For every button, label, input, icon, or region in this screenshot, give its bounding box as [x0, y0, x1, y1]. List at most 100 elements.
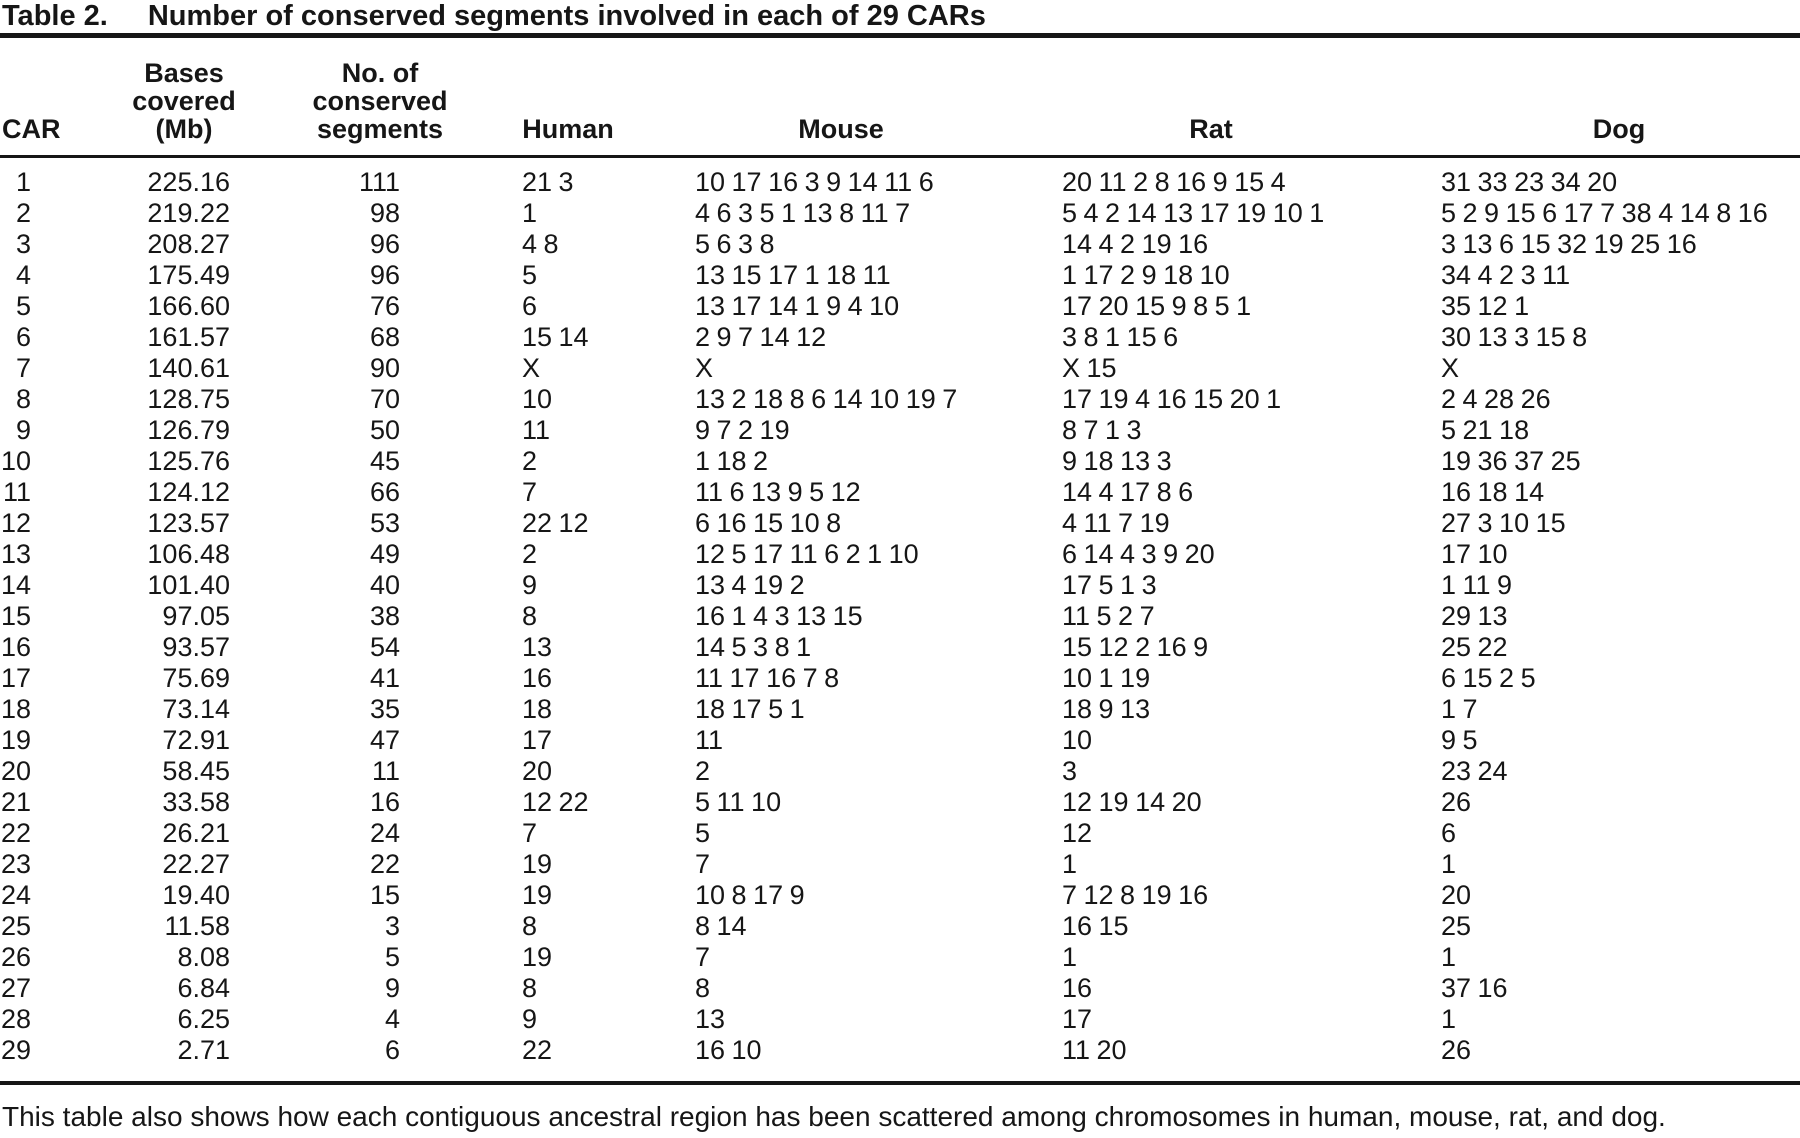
cell-mouse: 5 11 10 [695, 787, 782, 817]
cell-rat: 7 12 8 19 16 [1062, 880, 1209, 910]
cell-car: 19 [0, 725, 31, 755]
table-row: 29 2.71 6 22 16 10 11 20 26 [0, 1035, 1800, 1066]
cell-car: 26 [0, 942, 31, 972]
cell-conserved-segments: 6 [384, 1035, 400, 1065]
cell-dog: 16 18 14 [1441, 477, 1545, 507]
table-row: 6 161.57 68 15 14 2 9 7 14 12 3 8 1 15 6 30 13… [0, 322, 1800, 353]
cell-conserved-segments: 66 [369, 477, 400, 507]
cell-mouse: 8 [695, 973, 711, 1003]
cell-mouse: 16 1 4 3 13 15 [695, 601, 863, 631]
table-row: 15 97.05 38 8 16 1 4 3 13 15 11 5 2 7 29 13 [0, 601, 1800, 632]
cell-conserved-segments: 54 [369, 632, 400, 662]
cell-conserved-segments: 35 [369, 694, 400, 724]
cell-conserved-segments: 47 [369, 725, 400, 755]
cell-human: 12 22 [522, 787, 589, 817]
cell-rat: 16 [1062, 973, 1093, 1003]
cell-mouse: 2 9 7 14 12 [695, 322, 827, 352]
cell-conserved-segments: 38 [369, 601, 400, 631]
cell-bases-covered: 128.75 [147, 384, 230, 414]
cell-bases-covered: 124.12 [147, 477, 230, 507]
cell-car: 5 [15, 291, 31, 321]
cell-car: 14 [0, 570, 31, 600]
table-number-label: Table 2. [2, 0, 108, 32]
column-header-conserved-segments: No. of conserved segments [312, 59, 447, 143]
cell-bases-covered: 166.60 [147, 291, 230, 321]
cell-rat: 11 5 2 7 [1062, 601, 1155, 631]
cell-bases-covered: 161.57 [147, 322, 230, 352]
cell-car: 21 [0, 787, 31, 817]
cell-car: 29 [0, 1035, 31, 1065]
cell-human: 9 [522, 570, 538, 600]
cell-dog: 1 11 9 [1441, 570, 1513, 600]
table-row: 14 101.40 40 9 13 4 19 2 17 5 1 3 1 11 9 [0, 570, 1800, 601]
cell-rat: 17 19 4 16 15 20 1 [1062, 384, 1282, 414]
column-header-mouse: Mouse [798, 114, 884, 144]
cell-conserved-segments: 111 [358, 167, 400, 197]
cell-dog: 31 33 23 34 20 [1441, 167, 1618, 197]
cell-dog: 1 7 [1441, 694, 1478, 724]
cell-human: 8 [522, 601, 538, 631]
cell-car: 24 [0, 880, 31, 910]
table-row: 26 8.08 5 19 7 1 1 [0, 942, 1800, 973]
cell-conserved-segments: 76 [369, 291, 400, 321]
cell-mouse: 11 6 13 9 5 12 [695, 477, 861, 507]
cell-bases-covered: 73.14 [162, 694, 230, 724]
cell-bases-covered: 225.16 [147, 167, 230, 197]
cell-conserved-segments: 45 [369, 446, 400, 476]
cell-dog: 26 [1441, 787, 1472, 817]
cell-mouse: X [695, 353, 714, 383]
column-header-rat: Rat [1189, 114, 1233, 144]
header-rule [0, 155, 1800, 158]
cell-dog: 6 15 2 5 [1441, 663, 1536, 693]
table-row: 18 73.14 35 18 18 17 5 1 18 9 13 1 7 [0, 694, 1800, 725]
cell-human: 7 [522, 818, 538, 848]
cell-conserved-segments: 96 [369, 260, 400, 290]
cell-rat: 17 5 1 3 [1062, 570, 1157, 600]
cell-dog: 5 2 9 15 6 17 7 38 4 14 8 16 [1441, 198, 1768, 228]
cell-bases-covered: 58.45 [162, 756, 230, 786]
bottom-rule [0, 1081, 1800, 1085]
cell-car: 4 [15, 260, 31, 290]
cell-conserved-segments: 90 [369, 353, 400, 383]
cell-bases-covered: 26.21 [162, 818, 230, 848]
table-row: 2 219.22 98 1 4 6 3 5 1 13 8 11 7 5 4 2 14 13… [0, 198, 1800, 229]
column-header-bases-line1: Bases [144, 58, 224, 88]
cell-dog: 1 [1441, 1004, 1457, 1034]
table-row: 20 58.45 11 20 2 3 23 24 [0, 756, 1800, 787]
table-row: 17 75.69 41 16 11 17 16 7 8 10 1 19 6 15 2 5 [0, 663, 1800, 694]
cell-mouse: 5 [695, 818, 711, 848]
cell-bases-covered: 33.58 [162, 787, 230, 817]
cell-mouse: 6 16 15 10 8 [695, 508, 842, 538]
cell-human: 19 [522, 942, 553, 972]
cell-mouse: 13 4 19 2 [695, 570, 805, 600]
cell-conserved-segments: 40 [369, 570, 400, 600]
cell-conserved-segments: 70 [369, 384, 400, 414]
cell-dog: 9 5 [1441, 725, 1478, 755]
cell-mouse: 1 18 2 [695, 446, 769, 476]
table-row: 7 140.61 90 X X X 15 X [0, 353, 1800, 384]
cell-rat: 12 19 14 20 [1062, 787, 1202, 817]
cell-bases-covered: 93.57 [162, 632, 230, 662]
table-header-row: CAR Bases covered (Mb) No. of conserved … [0, 38, 1800, 155]
table-row: 22 26.21 24 7 5 12 6 [0, 818, 1800, 849]
cell-rat: 14 4 2 19 16 [1062, 229, 1209, 259]
cell-bases-covered: 125.76 [147, 446, 230, 476]
cell-human: 19 [522, 849, 553, 879]
cell-bases-covered: 8.08 [177, 942, 230, 972]
cell-human: 2 [522, 446, 538, 476]
cell-bases-covered: 175.49 [147, 260, 230, 290]
cell-rat: 1 [1062, 849, 1078, 879]
cell-car: 1 [15, 167, 31, 197]
cell-dog: 19 36 37 25 [1441, 446, 1581, 476]
cell-mouse: 13 17 14 1 9 4 10 [695, 291, 900, 321]
cell-rat: 17 20 15 9 8 5 1 [1062, 291, 1252, 321]
cell-rat: 3 [1062, 756, 1078, 786]
cell-bases-covered: 6.84 [177, 973, 230, 1003]
cell-conserved-segments: 50 [369, 415, 400, 445]
cell-dog: 25 [1441, 911, 1472, 941]
cell-bases-covered: 22.27 [162, 849, 230, 879]
cell-mouse: 16 10 [695, 1035, 762, 1065]
cell-dog: 26 [1441, 1035, 1472, 1065]
cell-bases-covered: 140.61 [147, 353, 230, 383]
cell-rat: 5 4 2 14 13 17 19 10 1 [1062, 198, 1325, 228]
